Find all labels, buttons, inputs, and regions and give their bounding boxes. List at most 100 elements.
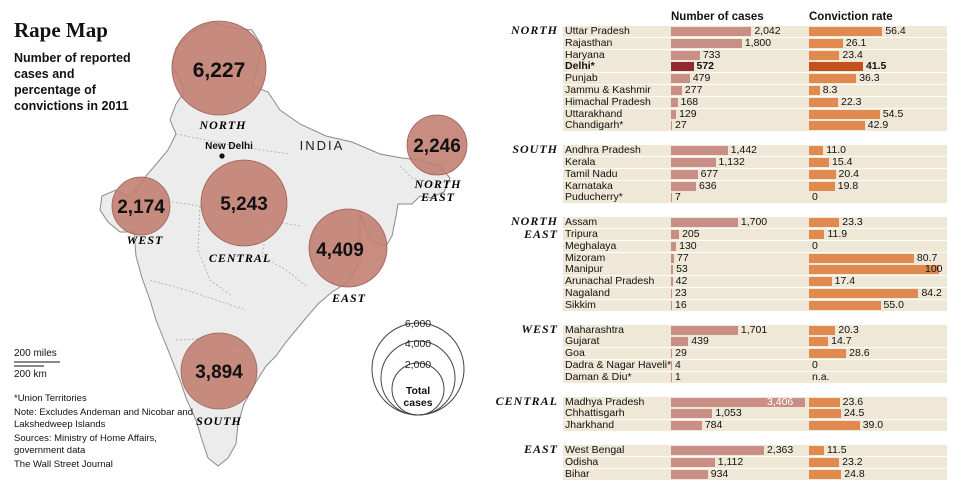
rate-value: 56.4 [885,25,906,37]
rate-value: 20.4 [838,167,859,180]
table-row: Gujarat 439 14.7 [563,335,947,348]
cases-bar [671,372,672,382]
rate-value: 24.8 [844,467,865,480]
chart-subtitle: Number of reported cases and percentage … [14,51,131,113]
rate-value: 28.6 [849,347,870,360]
table-row: Meghalaya 130 0 [563,239,947,252]
row-background [563,108,947,120]
cases-bar [671,241,677,251]
table-row: Mizoram 77 80.7 [563,251,947,264]
rate-bar [809,277,832,287]
cases-bar [671,50,700,60]
state-name: Uttarakhand [565,107,623,120]
cases-bar [671,289,672,298]
rate-value: 19.8 [837,179,859,192]
state-name: Punjab [565,72,598,85]
row-background [563,85,947,96]
rate-bar [809,397,840,407]
rate-bar [809,38,843,48]
rate-bar [809,446,824,455]
cases-value: 7 [675,191,681,204]
scale-miles: 200 miles [14,348,57,359]
state-name: Tamil Nadu [565,167,618,180]
cases-value: 42 [675,275,688,288]
row-background [563,49,947,61]
row-background [563,229,947,240]
state-name: Jammu & Kashmir [565,84,651,96]
cases-bar [671,121,673,131]
cases-bar [671,349,673,359]
rate-value: 55.0 [883,298,904,311]
rate-value: n.a. [812,370,830,383]
rate-value: 23.3 [842,216,863,229]
row-background [563,299,947,311]
state-name: Bihar [565,467,590,480]
cases-value: 3,406 [767,395,794,408]
rate-value: 54.5 [882,107,904,120]
cases-value: 2,363 [766,444,794,456]
rate-value: 23.2 [842,455,863,468]
note-credit: The Wall Street Journal [14,458,113,470]
rate-bar [809,74,857,84]
rate-bar [809,181,835,191]
rate-bar [809,253,914,263]
row-background [563,145,947,157]
table-row: Jammu & Kashmir 277 8.3 [563,84,947,96]
rate-bar [809,325,836,335]
cases-bar [671,62,694,72]
state-name: Uttar Pradesh [565,25,630,37]
cases-value: 733 [702,48,721,61]
state-name: Daman & Diu* [565,370,632,383]
row-background [563,192,947,204]
bubble-value-west: 2,174 [117,197,165,218]
state-name: Puducherry* [565,191,623,204]
map-label-north-east-2: EAST [420,190,455,204]
legend-value-4000: 4,000 [405,338,431,350]
rate-value: 0 [812,191,818,204]
region-label-north-east: NORTH EAST [511,214,558,242]
row-background [563,37,947,49]
cases-value: 77 [677,251,689,264]
rate-bar [809,457,840,467]
country-label: INDIA [300,138,345,153]
table-row: Chandigarh* 27 42.9 [563,119,947,132]
table-row: Nagaland 23 84.2 [563,287,947,299]
row-background [563,120,947,132]
cases-value: 23 [675,287,687,299]
table-row: Uttarakhand 129 54.5 [563,107,947,120]
map-label-north: NORTH [199,118,247,132]
state-name: Karnataka [565,179,613,192]
cases-value: 439 [691,335,709,348]
state-name: Assam [565,216,598,229]
cases-value: 130 [679,239,697,252]
rate-value: 11.5 [826,444,847,456]
cases-bar [671,337,689,347]
cases-bar [671,300,672,310]
capital-dot [219,153,225,159]
row-background [563,420,947,432]
row-background [563,456,947,468]
row-background [563,217,947,229]
state-name: Odisha [565,455,599,468]
rate-value: 41.5 [865,60,887,73]
table-row: Tamil Nadu 677 20.4 [563,167,947,180]
cases-bar [671,277,673,287]
table-row: Maharashtra 1,701 20.3 [563,323,947,336]
cases-bar [671,409,713,419]
state-name: Maharashtra [565,323,624,336]
cases-value: 1,701 [740,323,768,336]
cases-bar [671,169,698,179]
cases-value: 1,132 [718,156,745,168]
state-name: Madhya Pradesh [565,395,645,408]
row-background [563,348,947,360]
map-label-north-east-1: NORTH [414,177,462,191]
state-name: Goa [565,347,585,360]
scale-km: 200 km [14,369,47,380]
note-ut: *Union Territories [14,393,87,404]
rate-bar [809,289,919,298]
rate-value: 8.3 [822,84,838,96]
rate-bar [809,50,840,60]
cases-bar [671,446,764,455]
rate-bar [809,86,820,95]
